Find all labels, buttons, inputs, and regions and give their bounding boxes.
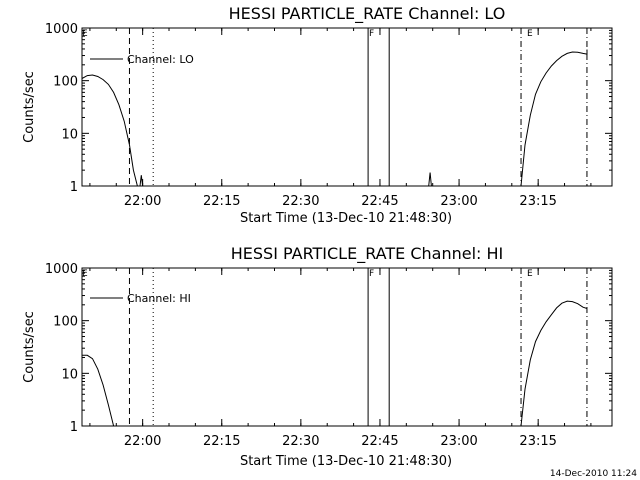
series-line xyxy=(139,175,144,187)
y-tick-label: 10 xyxy=(61,367,78,382)
x-tick-label: 23:15 xyxy=(519,194,556,209)
legend-label: Channel: LO xyxy=(127,53,194,66)
series-line xyxy=(520,49,588,187)
y-tick-label: 1000 xyxy=(45,22,78,37)
x-axis-label: Start Time (13-Dec-10 21:48:30) xyxy=(240,211,452,226)
series-line xyxy=(428,172,432,187)
y-tick-label: 10 xyxy=(61,127,78,142)
x-tick-label: 23:00 xyxy=(440,194,477,209)
series-line xyxy=(82,354,115,427)
timestamp: 14-Dec-2010 11:24 xyxy=(550,469,637,479)
y-tick-label: 1 xyxy=(70,420,78,435)
x-tick-label: 23:00 xyxy=(440,434,477,449)
x-tick-label: 22:15 xyxy=(203,434,240,449)
plot-frame xyxy=(81,27,613,187)
x-tick-label: 22:15 xyxy=(203,194,240,209)
plot-frame xyxy=(81,267,613,427)
y-tick-label: 1000 xyxy=(45,262,78,277)
x-tick-label: 22:45 xyxy=(361,194,398,209)
y-tick-label: 100 xyxy=(53,75,78,90)
chart-title: HESSI PARTICLE_RATE Channel: HI xyxy=(231,244,504,264)
x-axis-label: Start Time (13-Dec-10 21:48:30) xyxy=(240,454,452,469)
flag-right: E xyxy=(527,29,533,39)
series-line xyxy=(520,300,588,427)
x-tick-label: 23:15 xyxy=(519,434,556,449)
panel-hi: HESSI PARTICLE_RATE Channel: HI Start Ti… xyxy=(22,244,613,469)
flag-right: E xyxy=(527,269,533,279)
y-tick-label: 1 xyxy=(70,180,78,195)
chart-title: HESSI PARTICLE_RATE Channel: LO xyxy=(229,4,506,24)
flag-left: E xyxy=(82,29,88,39)
panel-lo: HESSI PARTICLE_RATE Channel: LO Start Ti… xyxy=(22,4,613,226)
x-tick-label: 22:00 xyxy=(124,194,161,209)
flag-mid: F xyxy=(369,269,374,279)
series-line xyxy=(81,74,138,187)
flag-mid: F xyxy=(369,29,374,39)
legend-label: Channel: HI xyxy=(127,292,191,305)
x-tick-label: 22:30 xyxy=(282,194,319,209)
x-tick-label: 22:45 xyxy=(361,434,398,449)
y-tick-label: 100 xyxy=(53,315,78,330)
y-axis-label: Counts/sec xyxy=(22,71,37,143)
y-axis-label: Counts/sec xyxy=(22,311,37,383)
flag-left: E xyxy=(82,269,88,279)
x-tick-label: 22:00 xyxy=(124,434,161,449)
x-tick-label: 22:30 xyxy=(282,434,319,449)
